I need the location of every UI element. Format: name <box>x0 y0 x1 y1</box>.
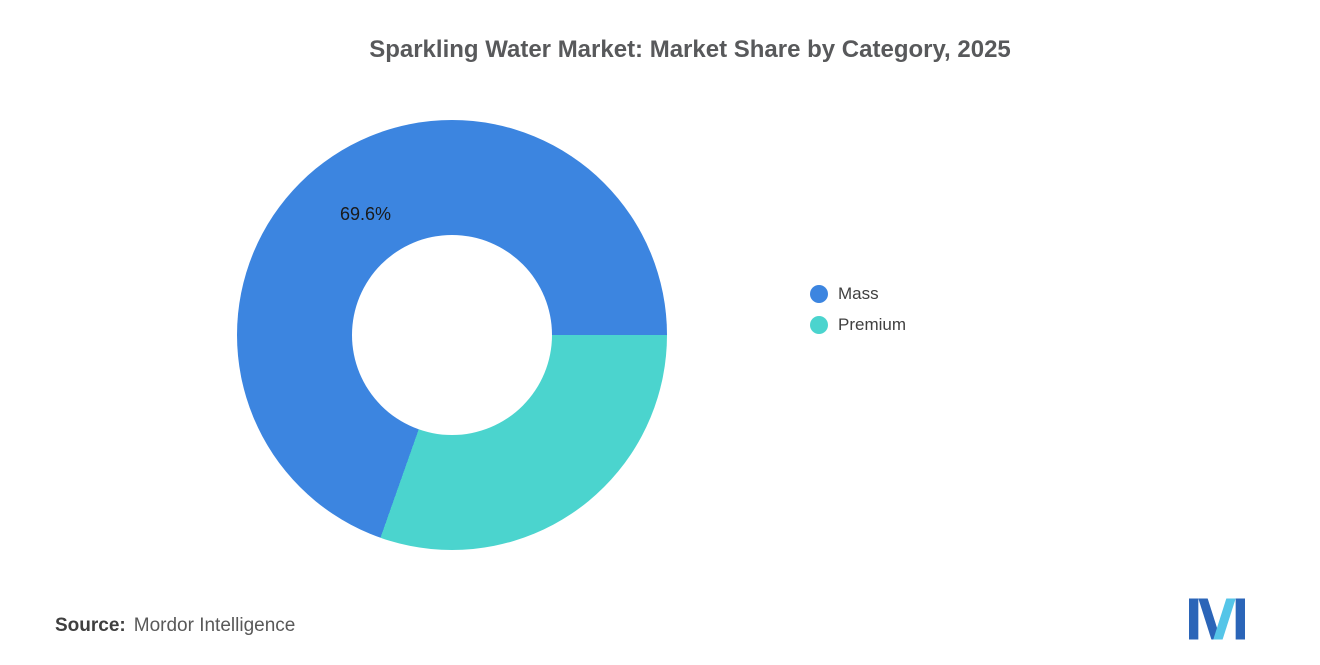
logo-stroke-3 <box>1213 598 1236 640</box>
chart-title: Sparkling Water Market: Market Share by … <box>369 36 1011 63</box>
legend-swatch-premium-icon <box>810 316 828 334</box>
donut-hole <box>352 235 552 435</box>
chart-legend: Mass Premium <box>810 284 906 335</box>
legend-item-mass: Mass <box>810 284 906 304</box>
legend-item-premium: Premium <box>810 315 906 335</box>
legend-label-premium: Premium <box>838 315 907 334</box>
source-label: Source: <box>55 615 126 636</box>
logo-stroke-2 <box>1198 598 1221 640</box>
logo-stroke-1 <box>1189 598 1199 640</box>
mordor-intelligence-logo-icon <box>1189 598 1245 640</box>
logo-stroke-4 <box>1235 598 1245 640</box>
donut-chart: 69.6% <box>237 120 667 550</box>
source-value: Mordor Intelligence <box>133 615 296 636</box>
source-line: Source: Mordor Intelligence <box>55 615 295 637</box>
legend-label-mass: Mass <box>838 284 879 303</box>
legend-swatch-mass-icon <box>810 285 828 303</box>
slice-label-mass: 69.6% <box>340 204 392 224</box>
